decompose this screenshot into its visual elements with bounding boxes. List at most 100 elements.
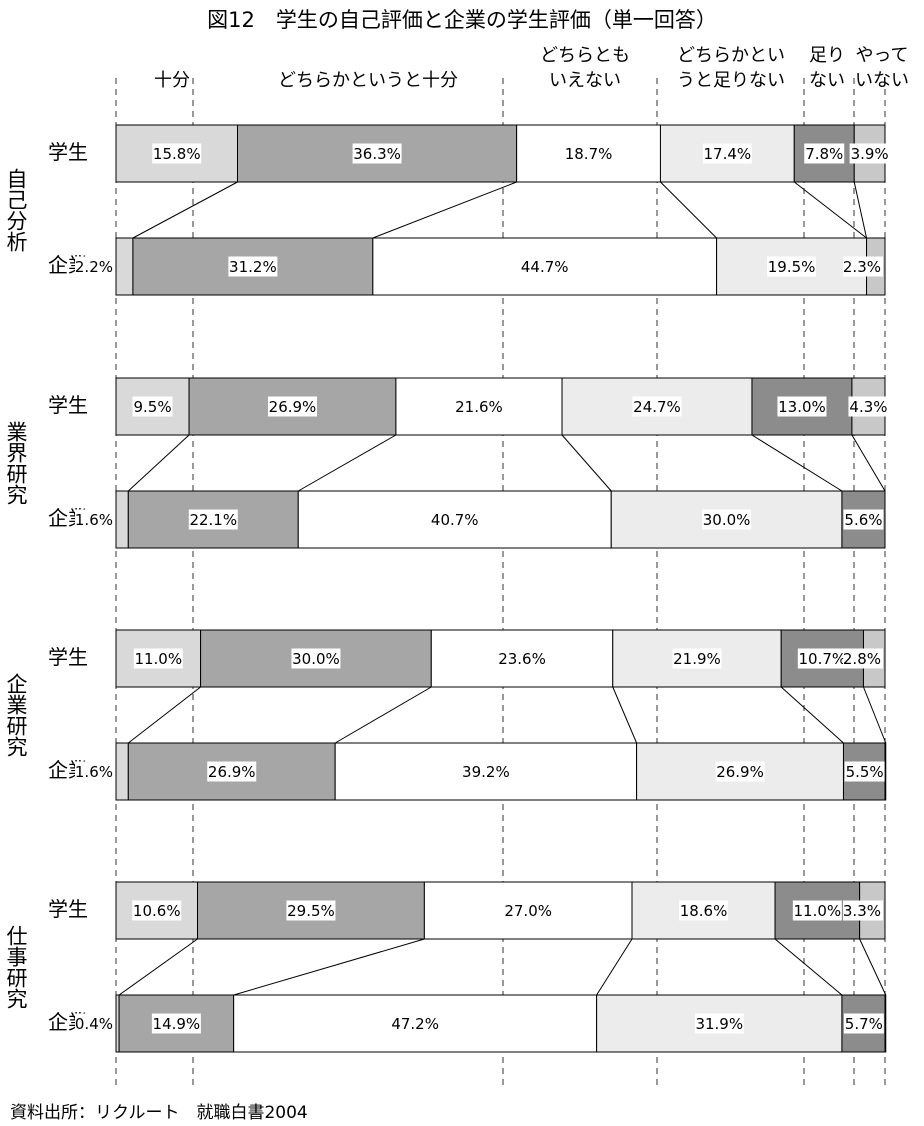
bar-segment xyxy=(115,490,129,549)
data-label: 31.9% xyxy=(695,1015,743,1033)
data-label-bg xyxy=(844,761,885,782)
connector-line xyxy=(612,686,638,744)
data-label: 44.7% xyxy=(521,258,569,276)
connector-line xyxy=(780,686,844,744)
connector-line xyxy=(132,181,238,239)
group-label: 企業研究 xyxy=(4,673,28,757)
category-header-label: いない xyxy=(855,70,909,91)
data-label: 36.3% xyxy=(353,145,401,163)
bar-outline xyxy=(115,994,886,1053)
category-header-label: どちらかというと十分 xyxy=(278,70,458,91)
category-header-label: やって xyxy=(855,45,908,66)
bar-segment xyxy=(115,237,134,296)
data-label-bg xyxy=(291,648,341,669)
data-label: 27.0% xyxy=(504,902,552,920)
connector-line xyxy=(118,938,198,996)
data-label: 30.0% xyxy=(292,650,340,668)
data-label: 0.4% xyxy=(75,1015,113,1033)
data-label: 10.7% xyxy=(798,650,846,668)
data-label: 4.3% xyxy=(849,398,887,416)
data-label: 26.9% xyxy=(208,763,256,781)
data-label-bg xyxy=(843,900,883,921)
data-label: 14.9% xyxy=(153,1015,201,1033)
data-label-bg xyxy=(632,396,682,417)
data-label-bg xyxy=(797,648,847,669)
data-label: 31.2% xyxy=(229,258,277,276)
row-label: 学生 xyxy=(48,897,88,921)
category-header-label: どちらとも xyxy=(540,45,630,66)
data-label-bg xyxy=(849,143,890,164)
data-label-bg xyxy=(461,761,511,782)
data-label-bg xyxy=(75,509,115,530)
data-label-bg xyxy=(848,396,889,417)
data-label: 23.6% xyxy=(498,650,546,668)
connector-line xyxy=(561,434,612,492)
data-label-bg xyxy=(188,509,238,530)
data-label: 11.0% xyxy=(793,902,841,920)
data-label: 5.6% xyxy=(844,511,882,529)
data-label: 21.6% xyxy=(455,398,503,416)
data-label-bg xyxy=(228,256,278,277)
data-label-bg xyxy=(702,509,752,530)
data-label: 2.3% xyxy=(843,258,881,276)
data-label-bg xyxy=(777,396,827,417)
data-label-bg xyxy=(207,761,257,782)
category-header-label: いえない xyxy=(549,70,621,91)
data-label-bg xyxy=(702,143,752,164)
connector-line xyxy=(774,938,843,996)
data-label: 3.3% xyxy=(843,902,881,920)
bar-outline xyxy=(115,742,886,801)
connector-line xyxy=(233,938,425,996)
chart-title: 図12 学生の自己評価と企業の学生評価（単一回答） xyxy=(207,8,717,32)
data-label-bg xyxy=(843,256,883,277)
bar-outline xyxy=(115,629,886,688)
connector-line xyxy=(660,181,717,239)
data-label-bg xyxy=(132,900,182,921)
data-label: 29.5% xyxy=(287,902,335,920)
data-label: 18.7% xyxy=(565,145,613,163)
data-label-bg xyxy=(390,1013,440,1034)
data-label-bg xyxy=(694,1013,744,1034)
row-label: 学生 xyxy=(48,645,88,669)
data-label: 26.9% xyxy=(716,763,764,781)
data-label: 1.6% xyxy=(75,763,113,781)
data-label-bg xyxy=(804,143,845,164)
data-label-bg xyxy=(503,900,553,921)
data-label-bg xyxy=(497,648,547,669)
data-label-bg xyxy=(151,1013,201,1034)
data-label: 3.9% xyxy=(851,145,889,163)
data-label-bg xyxy=(843,1013,884,1034)
data-label: 15.8% xyxy=(153,145,201,163)
data-label-bg xyxy=(133,648,183,669)
data-label-bg xyxy=(564,143,614,164)
data-label-bg xyxy=(267,396,317,417)
data-label: 47.2% xyxy=(391,1015,439,1033)
connector-line xyxy=(853,181,868,239)
data-label-bg xyxy=(454,396,504,417)
data-label-bg xyxy=(520,256,570,277)
data-label-bg xyxy=(792,900,842,921)
group-label: 自己分析 xyxy=(4,168,28,252)
data-label-bg xyxy=(672,648,722,669)
row-label: 学生 xyxy=(48,393,88,417)
data-label-bg xyxy=(843,509,884,530)
connector-line xyxy=(751,434,843,492)
data-label-bg xyxy=(75,761,115,782)
data-label-bg xyxy=(715,761,765,782)
connector-line xyxy=(127,686,201,744)
data-label: 40.7% xyxy=(431,511,479,529)
row-label: 学生 xyxy=(48,140,88,164)
category-header-label: 十分 xyxy=(154,70,190,91)
bar-outline xyxy=(115,237,886,296)
data-label: 10.6% xyxy=(133,902,181,920)
data-label: 30.0% xyxy=(703,511,751,529)
category-header-label: うと足りない xyxy=(677,70,785,91)
data-label: 19.5% xyxy=(768,258,816,276)
connector-line xyxy=(851,434,886,492)
connector-line xyxy=(859,938,887,996)
data-label: 5.7% xyxy=(845,1015,883,1033)
data-label: 21.9% xyxy=(673,650,721,668)
category-header-label: ない xyxy=(809,70,845,91)
data-label: 5.5% xyxy=(846,763,884,781)
connector-line xyxy=(596,938,633,996)
